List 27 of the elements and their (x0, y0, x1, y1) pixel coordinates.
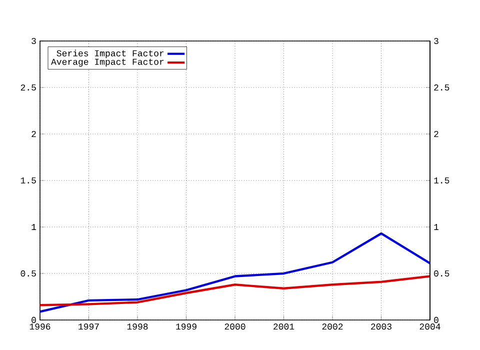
x-tick-label: 2001 (274, 324, 294, 330)
y2-tick-label: 3 (32, 38, 36, 44)
x-tick-label: 1999 (176, 324, 196, 330)
y-tick-label: 0.5 (434, 270, 450, 277)
y2-tick-label: 0 (32, 316, 36, 324)
x-tick-label: 1996 (30, 324, 50, 330)
y-tick-label: 0 (434, 316, 438, 324)
y-tick-label: 3 (434, 38, 438, 44)
y2-tick-label: 1 (32, 224, 36, 230)
y2-tick-label: 0.5 (20, 270, 36, 277)
legend-label: Series Impact Factor (56, 50, 164, 58)
line-series (40, 232, 430, 313)
x-tick-label: 2004 (420, 324, 440, 330)
y2-tick-label: 2.5 (20, 84, 36, 91)
line-series (40, 275, 430, 306)
x-tick-label: 1998 (127, 324, 148, 330)
y-tick-label: 2 (434, 130, 438, 137)
y2-tick-label: 1.5 (20, 177, 36, 184)
x-tick-label: 2002 (322, 324, 343, 330)
x-tick-label: 1997 (78, 324, 99, 330)
x-tick-label: 2000 (224, 324, 246, 330)
legend-label: Average Impact Factor (51, 58, 164, 67)
x-tick-label: 2003 (371, 324, 392, 330)
y-tick-label: 1.5 (434, 177, 450, 184)
y-tick-label: 1 (434, 224, 438, 230)
y-tick-label: 2.5 (434, 84, 450, 91)
y2-tick-label: 2 (32, 130, 36, 138)
